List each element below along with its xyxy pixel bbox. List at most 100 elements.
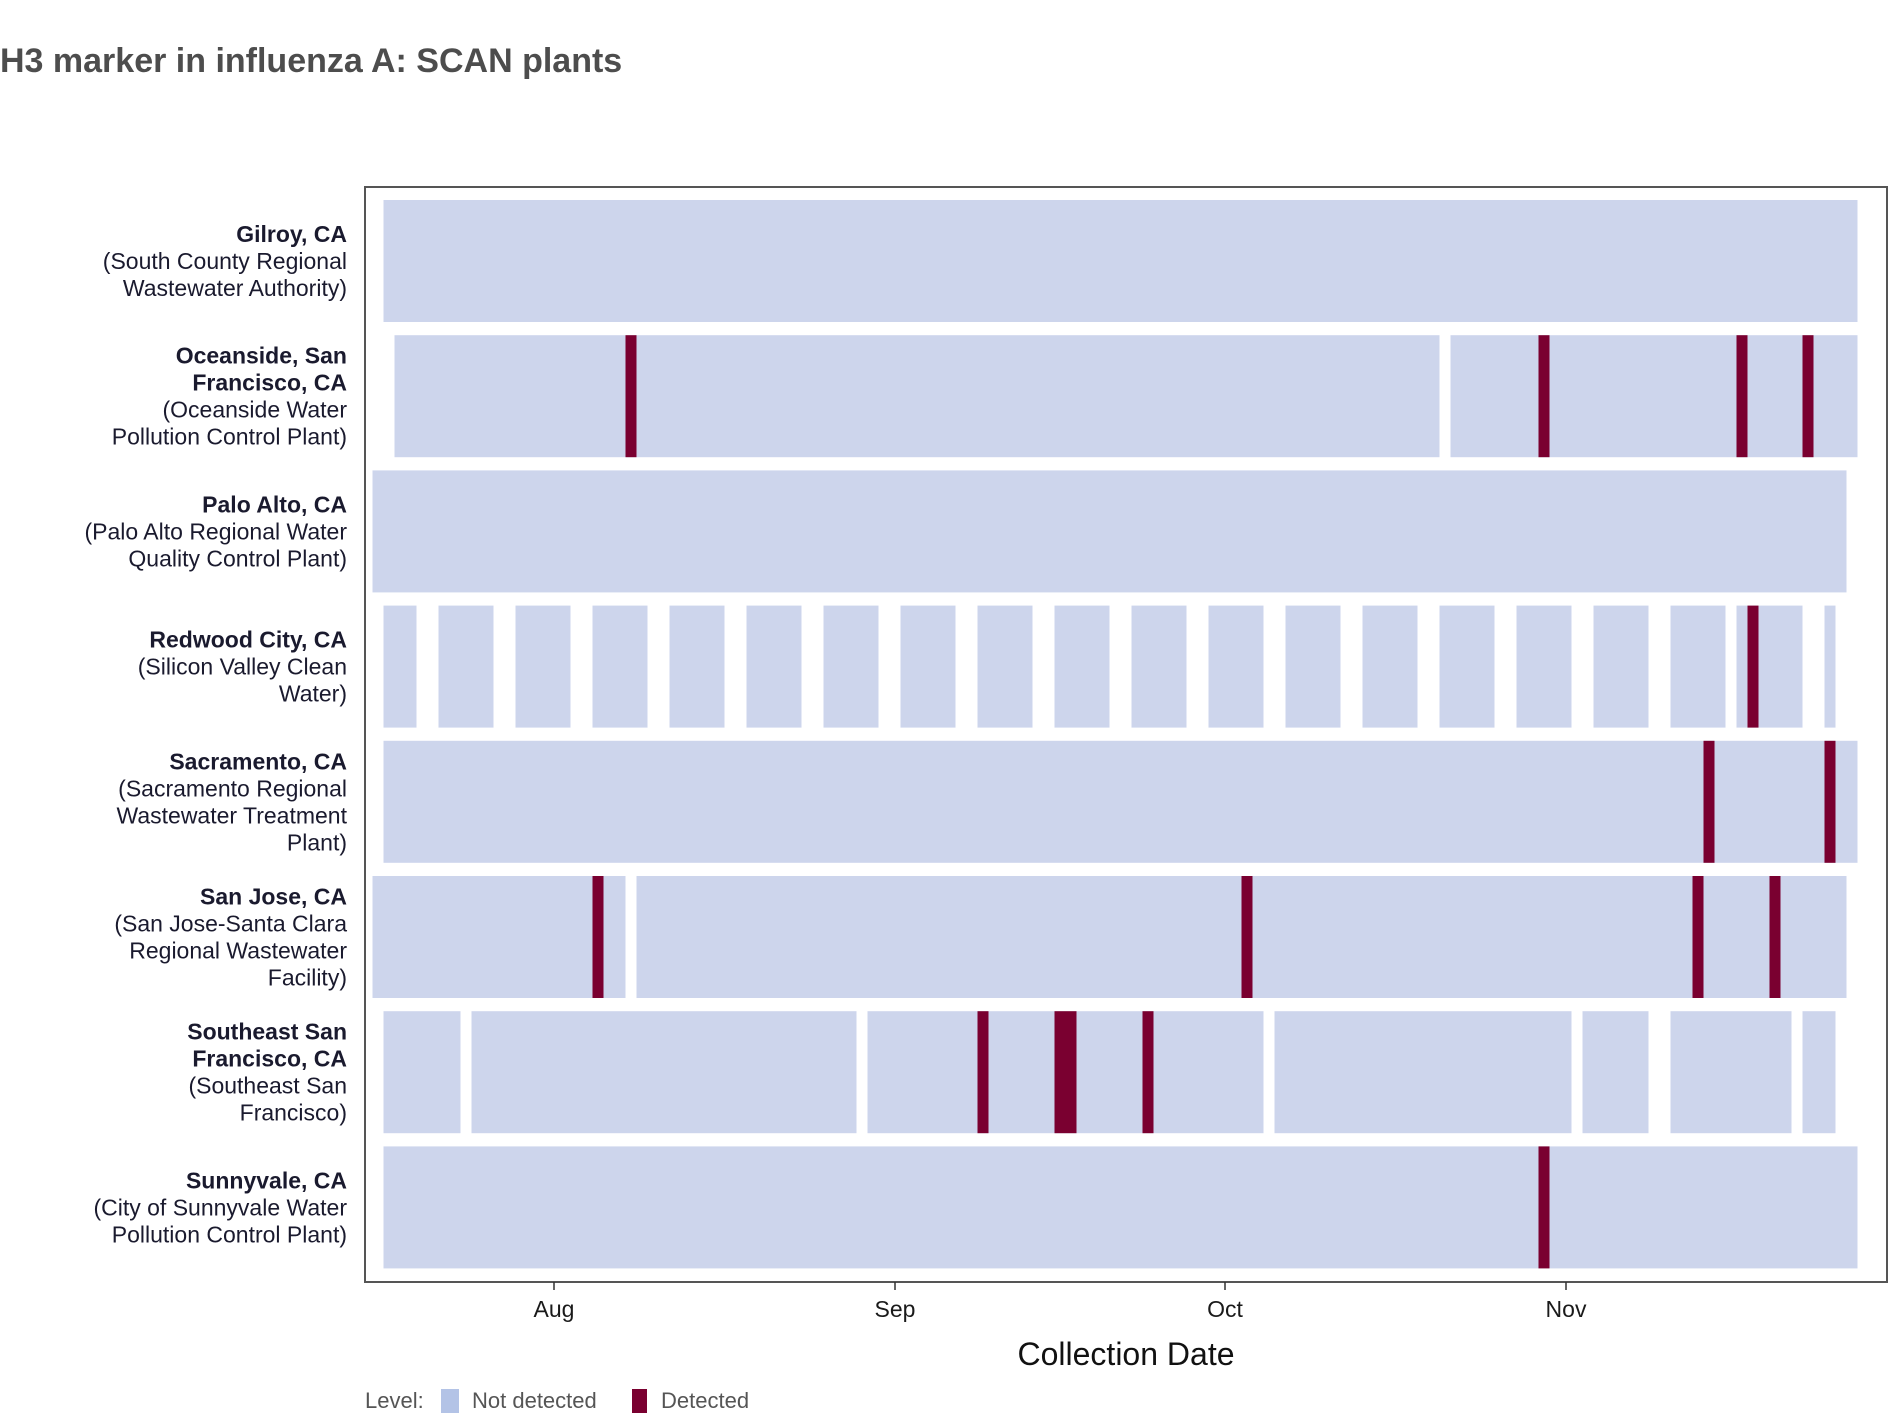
legend-label-not-detected: Not detected: [472, 1388, 597, 1413]
detected-tile: [625, 335, 637, 458]
detected-tile: [1769, 876, 1781, 998]
not-detected-tile: [1439, 605, 1495, 728]
row-label-line: Palo Alto, CA: [202, 491, 347, 517]
x-tick-label: Aug: [534, 1296, 575, 1322]
not-detected-tile: [515, 605, 571, 728]
row-label-line: Plant): [287, 829, 347, 855]
not-detected-tile: [746, 605, 802, 728]
not-detected-tile: [1516, 605, 1572, 728]
not-detected-tile: [1824, 605, 1836, 728]
not-detected-tile: [1802, 1011, 1836, 1134]
row-label-line: Francisco, CA: [192, 1046, 347, 1072]
not-detected-tile: [383, 1146, 1858, 1269]
not-detected-tile: [1582, 1011, 1649, 1134]
not-detected-tile: [471, 1011, 857, 1134]
not-detected-tile: [823, 605, 879, 728]
not-detected-tile: [1736, 605, 1803, 728]
heatmap-row: [383, 605, 1836, 728]
heatmap-row: [383, 1011, 1836, 1134]
not-detected-tile: [438, 605, 494, 728]
detected-tile: [977, 1011, 989, 1134]
row-label-line: Redwood City, CA: [149, 627, 347, 653]
row-label-line: Francisco, CA: [192, 370, 347, 396]
row-label-line: Facility): [268, 965, 347, 991]
not-detected-tile: [1670, 1011, 1792, 1134]
not-detected-tile: [1274, 1011, 1572, 1134]
detected-tile: [1692, 876, 1704, 998]
row-label-line: (Sacramento Regional: [118, 775, 347, 801]
not-detected-tile: [383, 1011, 461, 1134]
row-label-line: Pollution Control Plant): [112, 1221, 347, 1247]
row-label: Gilroy, CA (South County Regional Wastewat…: [103, 221, 347, 301]
heatmap-row: [394, 335, 1858, 458]
detected-tile: [1824, 740, 1836, 863]
not-detected-tile: [383, 740, 1858, 863]
detected-tile: [1065, 1011, 1077, 1134]
row-label-line: (Silicon Valley Clean: [138, 654, 347, 680]
not-detected-tile: [1208, 605, 1264, 728]
not-detected-tile: [1428, 335, 1440, 458]
row-label: Sacramento, CA (Sacramento Regional Wastew…: [116, 748, 347, 855]
not-detected-tile: [614, 335, 1429, 458]
row-label: Redwood City, CA (Silicon Valley Clean Wat…: [138, 627, 347, 707]
detected-tile: [1241, 876, 1253, 998]
legend-title: Level:: [365, 1388, 424, 1413]
row-label-line: (Palo Alto Regional Water: [84, 518, 347, 544]
row-label-line: (San Jose-Santa Clara: [114, 911, 347, 937]
row-label-line: (South County Regional: [103, 248, 347, 274]
x-tick-label: Sep: [875, 1296, 916, 1322]
not-detected-tile: [1131, 605, 1187, 728]
not-detected-tile: [372, 876, 626, 998]
heatmap-row: [372, 876, 1847, 998]
row-label-line: Gilroy, CA: [236, 221, 347, 247]
rows-layer: [372, 200, 1858, 1269]
row-label: Oceanside, San Francisco, CA (Oceanside Wa…: [112, 343, 348, 450]
legend-swatch-not-detected: [441, 1389, 459, 1413]
heatmap-row: [383, 200, 1858, 322]
x-tick-label: Oct: [1207, 1296, 1243, 1322]
detected-tile: [1538, 1146, 1550, 1269]
not-detected-tile: [669, 605, 725, 728]
x-tick-label: Nov: [1546, 1296, 1587, 1322]
row-label-line: Water): [279, 681, 347, 707]
row-label-line: Southeast San: [187, 1019, 347, 1045]
row-label: Southeast San Francisco, CA (Southeast San…: [187, 1019, 347, 1126]
not-detected-tile: [1362, 605, 1418, 728]
row-label-line: (Southeast San: [188, 1073, 347, 1099]
row-label-line: (Oceanside Water: [163, 397, 348, 423]
row-label-line: Quality Control Plant): [128, 545, 347, 571]
not-detected-tile: [592, 605, 648, 728]
panel-border: [364, 186, 1888, 1283]
not-detected-tile: [383, 605, 417, 728]
row-label-line: Wastewater Treatment: [116, 802, 347, 828]
not-detected-tile: [1285, 605, 1341, 728]
row-label-line: Sunnyvale, CA: [186, 1167, 347, 1193]
legend-label-detected: Detected: [661, 1388, 749, 1413]
row-label-line: San Jose, CA: [200, 884, 347, 910]
row-label-line: Pollution Control Plant): [112, 424, 347, 450]
heatmap-row: [383, 740, 1858, 863]
row-label-line: Oceanside, San: [176, 343, 347, 369]
legend-swatch-detected: [632, 1389, 647, 1413]
detected-tile: [1142, 1011, 1154, 1134]
row-label: Sunnyvale, CA (City of Sunnyvale Water Pol…: [93, 1167, 347, 1247]
row-label-line: (City of Sunnyvale Water: [93, 1194, 347, 1220]
row-labels: Gilroy, CA (South County Regional Wastewat…: [84, 221, 347, 1247]
row-label-line: Sacramento, CA: [169, 748, 347, 774]
detected-tile: [1802, 335, 1814, 458]
not-detected-tile: [394, 335, 615, 458]
not-detected-tile: [1593, 605, 1649, 728]
row-label: Palo Alto, CA (Palo Alto Regional Water Qu…: [84, 491, 347, 571]
not-detected-tile: [383, 200, 1858, 322]
row-label-line: Regional Wastewater: [129, 938, 347, 964]
heatmap-row: [372, 470, 1847, 593]
not-detected-tile: [977, 605, 1033, 728]
detected-tile: [1054, 1011, 1066, 1134]
row-label: San Jose, CA (San Jose-Santa Clara Regiona…: [114, 884, 347, 991]
not-detected-tile: [900, 605, 956, 728]
detected-tile: [1538, 335, 1550, 458]
detected-tile: [592, 876, 604, 998]
chart-title: H3 marker in influenza A: SCAN plants: [0, 42, 622, 80]
